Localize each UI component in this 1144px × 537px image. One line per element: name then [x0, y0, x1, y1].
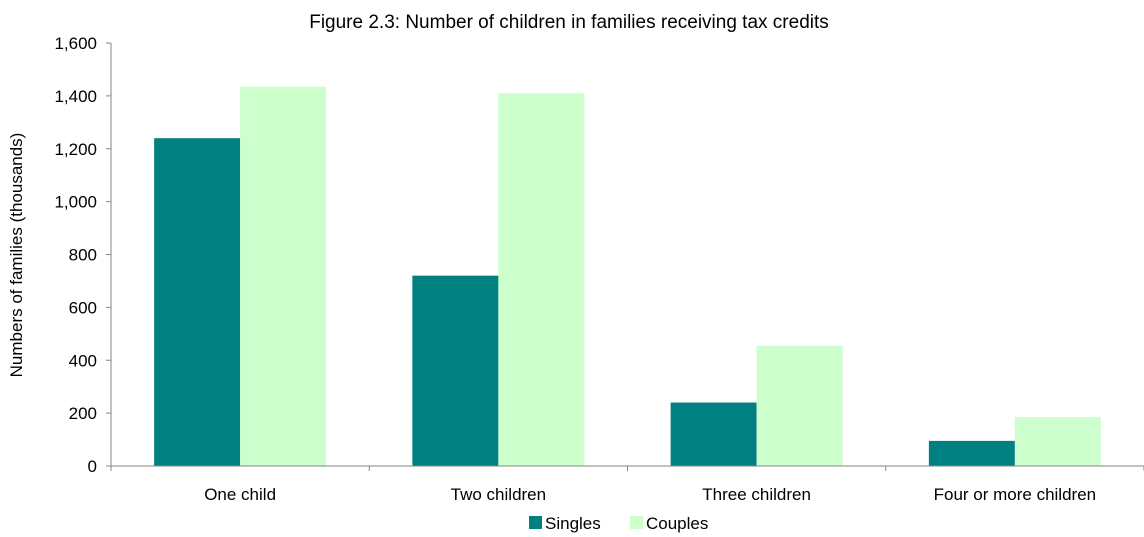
chart-title: Figure 2.3: Number of children in famili…: [309, 12, 829, 33]
y-tick-label: 800: [69, 246, 97, 265]
category-label: One child: [204, 485, 276, 504]
bar-couples-2: [498, 93, 585, 466]
y-tick-label: 600: [69, 298, 97, 317]
category-label: Three children: [702, 485, 811, 504]
legend: Singles Couples: [529, 514, 708, 533]
bar-couples-4: [1014, 417, 1101, 466]
y-tick-label: 400: [69, 351, 97, 370]
legend-label-couples: Couples: [646, 514, 708, 533]
y-tick-label: 1,600: [54, 34, 97, 53]
category-labels: One child Two children Three children Four …: [204, 485, 1096, 504]
bar-singles-3: [670, 402, 757, 466]
y-tick-label: 1,400: [54, 87, 97, 106]
y-axis-label: Numbers of families (thousands): [7, 133, 26, 378]
y-tick-label: 1,200: [54, 140, 97, 159]
bar-couples-1: [240, 86, 327, 466]
legend-swatch-singles: [529, 516, 542, 529]
bars: [154, 86, 1101, 467]
category-label: Two children: [451, 485, 546, 504]
y-tick-label: 1,000: [54, 193, 97, 212]
y-axis-ticks: 0 200 400 600 800 1,000 1,200 1,400 1,600: [54, 34, 111, 476]
legend-swatch-couples: [630, 516, 643, 529]
category-label: Four or more children: [934, 485, 1097, 504]
bar-singles-2: [412, 275, 499, 466]
x-axis-ticks: [110, 466, 1144, 471]
legend-label-singles: Singles: [545, 514, 601, 533]
y-tick-label: 0: [88, 457, 97, 476]
bar-singles-4: [928, 440, 1015, 466]
bar-couples-3: [756, 345, 843, 466]
y-tick-label: 200: [69, 404, 97, 423]
bar-singles-1: [154, 138, 241, 467]
